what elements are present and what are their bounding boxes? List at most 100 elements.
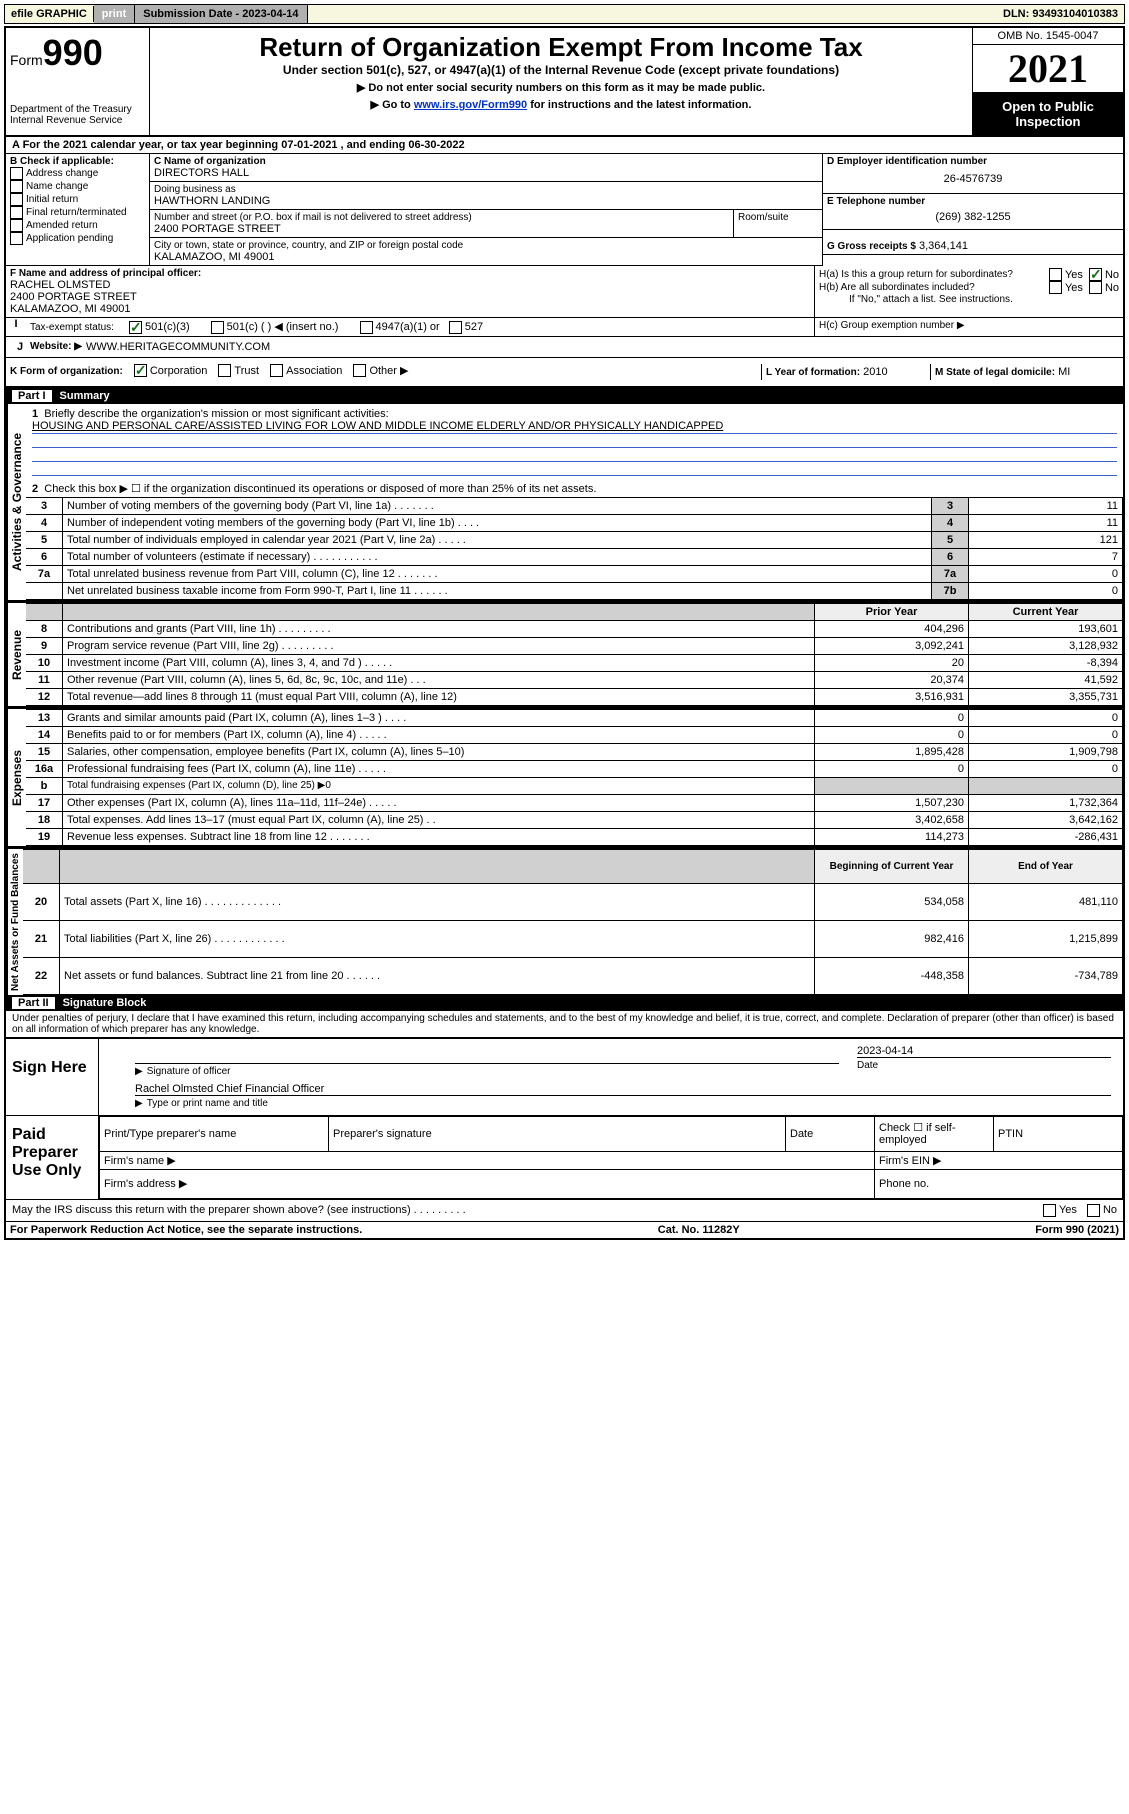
irs-link[interactable]: www.irs.gov/Form990	[414, 99, 527, 111]
ein-label: D Employer identification number	[827, 156, 1119, 167]
corp-checkbox[interactable]	[134, 364, 147, 377]
ha-yes-checkbox[interactable]	[1049, 268, 1062, 281]
part2-title: Signature Block	[63, 997, 147, 1009]
expenses-table: 13Grants and similar amounts paid (Part …	[26, 709, 1123, 846]
section-deg: D Employer identification number 26-4576…	[823, 154, 1123, 266]
hc-label: H(c) Group exemption number ▶	[815, 318, 1123, 336]
prep-date-h: Date	[786, 1116, 875, 1151]
assoc-checkbox[interactable]	[270, 364, 283, 377]
dln-label: DLN: 93493104010383	[997, 6, 1124, 22]
part2-num: Part II	[12, 997, 55, 1009]
prep-sig-h: Preparer's signature	[329, 1116, 786, 1151]
form-number: Form990	[10, 32, 145, 74]
ein-value: 26-4576739	[827, 167, 1119, 191]
gross-value: 3,364,141	[919, 240, 968, 252]
f-label: F Name and address of principal officer:	[10, 268, 810, 279]
instr-2: ▶ Go to www.irs.gov/Form990 for instruct…	[158, 98, 964, 111]
header-mid: Return of Organization Exempt From Incom…	[150, 28, 973, 135]
city-value: KALAMAZOO, MI 49001	[154, 251, 818, 263]
4947-checkbox[interactable]	[360, 321, 373, 334]
netassets-table: Beginning of Current YearEnd of Year20To…	[23, 849, 1123, 995]
b-opt-checkbox[interactable]	[10, 180, 23, 193]
b-opt-checkbox[interactable]	[10, 219, 23, 232]
part1-title: Summary	[60, 390, 110, 402]
section-a: A For the 2021 calendar year, or tax yea…	[6, 137, 1123, 154]
l1-label: Briefly describe the organization's miss…	[44, 408, 388, 420]
c-name-label: C Name of organization	[154, 156, 818, 167]
officer-name: RACHEL OLMSTED	[10, 279, 810, 291]
header-right: OMB No. 1545-0047 2021 Open to Public In…	[973, 28, 1123, 135]
hb-label: H(b) Are all subordinates included?	[819, 282, 1049, 293]
street-value: 2400 PORTAGE STREET	[154, 223, 729, 235]
l-value: 2010	[863, 366, 887, 378]
sign-date: 2023-04-14	[857, 1045, 1117, 1057]
revenue-table: Prior YearCurrent Year8Contributions and…	[26, 603, 1123, 706]
mission-text: HOUSING AND PERSONAL CARE/ASSISTED LIVIN…	[32, 420, 1117, 434]
penalties-text: Under penalties of perjury, I declare th…	[6, 1011, 1123, 1037]
part1-num: Part I	[12, 390, 52, 402]
b-opt-checkbox[interactable]	[10, 206, 23, 219]
501c-checkbox[interactable]	[211, 321, 224, 334]
i-label: Tax-exempt status:	[30, 322, 114, 333]
discuss-text: May the IRS discuss this return with the…	[12, 1204, 1043, 1217]
trust-checkbox[interactable]	[218, 364, 231, 377]
form-title: Return of Organization Exempt From Incom…	[158, 32, 964, 63]
irs-label: Internal Revenue Service	[10, 115, 145, 126]
revenue-section: Revenue Prior YearCurrent Year8Contribut…	[6, 600, 1123, 706]
paid-label: Paid Preparer Use Only	[6, 1116, 98, 1199]
side-expenses: Expenses	[6, 709, 26, 846]
ha-no-checkbox[interactable]	[1089, 268, 1102, 281]
hb-no-checkbox[interactable]	[1089, 281, 1102, 294]
form-subtitle: Under section 501(c), 527, or 4947(a)(1)…	[158, 63, 964, 77]
governance-table: 3Number of voting members of the governi…	[26, 497, 1123, 600]
hb-yes-checkbox[interactable]	[1049, 281, 1062, 294]
phone-value: (269) 382-1255	[827, 207, 1119, 227]
side-netassets: Net Assets or Fund Balances	[6, 849, 23, 995]
discuss-yes-checkbox[interactable]	[1043, 1204, 1056, 1217]
topbar-spacer	[308, 12, 997, 16]
website-value: WWW.HERITAGECOMMUNITY.COM	[86, 341, 270, 353]
prep-name-h: Print/Type preparer's name	[100, 1116, 329, 1151]
part2-bar: Part II Signature Block	[6, 995, 1123, 1011]
section-j: J Website: ▶ WWW.HERITAGECOMMUNITY.COM	[6, 336, 1123, 358]
501c3-checkbox[interactable]	[129, 321, 142, 334]
dba-label: Doing business as	[154, 184, 818, 195]
section-h: H(a) Is this a group return for subordin…	[815, 266, 1123, 317]
gross-label: G Gross receipts $	[827, 241, 916, 252]
dba-value: HAWTHORN LANDING	[154, 195, 818, 207]
b-opt-checkbox[interactable]	[10, 232, 23, 245]
city-label: City or town, state or province, country…	[154, 240, 818, 251]
k-label: K Form of organization:	[10, 366, 123, 377]
m-label: M State of legal domicile:	[935, 367, 1055, 378]
side-revenue: Revenue	[6, 603, 26, 706]
paid-preparer-block: Paid Preparer Use Only Print/Type prepar…	[6, 1115, 1123, 1199]
l-label: L Year of formation:	[766, 367, 860, 378]
sign-date-label: Date	[857, 1060, 1117, 1071]
omb-number: OMB No. 1545-0047	[973, 28, 1123, 45]
room-label: Room/suite	[738, 212, 818, 223]
prep-self-h: Check ☐ if self-employed	[875, 1116, 994, 1151]
other-checkbox[interactable]	[353, 364, 366, 377]
tax-year: 2021	[973, 45, 1123, 93]
netassets-section: Net Assets or Fund Balances Beginning of…	[6, 846, 1123, 995]
section-b: B Check if applicable: Address changeNam…	[6, 154, 150, 266]
officer-street: 2400 PORTAGE STREET	[10, 291, 810, 303]
part1-bar: Part I Summary	[6, 388, 1123, 404]
sign-here-label: Sign Here	[6, 1039, 98, 1115]
section-i: I Tax-exempt status: 501(c)(3) 501(c) ( …	[6, 317, 1123, 336]
hb-note: If "No," attach a list. See instructions…	[819, 294, 1119, 305]
b-label: B Check if applicable:	[10, 156, 145, 167]
527-checkbox[interactable]	[449, 321, 462, 334]
website-label: Website: ▶	[30, 341, 82, 353]
section-bcd: B Check if applicable: Address changeNam…	[6, 154, 1123, 266]
form-header: Form990 Department of the Treasury Inter…	[6, 28, 1123, 137]
firm-phone-label: Phone no.	[875, 1169, 1123, 1198]
header-left: Form990 Department of the Treasury Inter…	[6, 28, 150, 135]
firm-name-label: Firm's name ▶	[100, 1151, 875, 1169]
b-opt-checkbox[interactable]	[10, 167, 23, 180]
b-opt-checkbox[interactable]	[10, 193, 23, 206]
l2-text: Check this box ▶ ☐ if the organization d…	[44, 483, 596, 495]
discuss-no-checkbox[interactable]	[1087, 1204, 1100, 1217]
sign-here-block: Sign Here Signature of officer 2023-04-1…	[6, 1037, 1123, 1115]
print-button[interactable]: print	[94, 5, 135, 23]
